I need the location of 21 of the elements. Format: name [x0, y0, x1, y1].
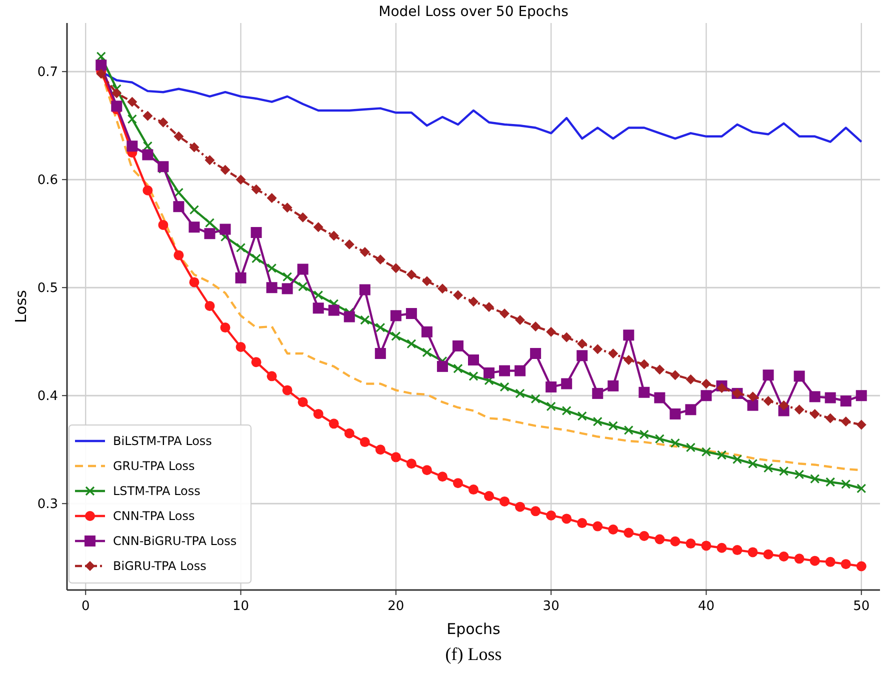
y-tick-label: 0.3 [37, 497, 58, 512]
legend-label: CNN-BiGRU-TPA Loss [113, 534, 237, 548]
y-axis-title: Loss [12, 290, 30, 323]
legend-label: GRU-TPA Loss [113, 459, 195, 474]
chart-title: Model Loss over 50 Epochs [378, 4, 568, 20]
legend-label: LSTM-TPA Loss [113, 484, 200, 498]
x-axis-title: Epochs [446, 620, 501, 638]
x-tick-label: 30 [542, 599, 560, 614]
y-tick-label: 0.5 [37, 281, 58, 296]
x-tick-label: 50 [853, 599, 870, 614]
text: (f) Loss [445, 644, 502, 664]
x-tick-label: 10 [232, 599, 250, 614]
y-tick-label: 0.7 [37, 65, 58, 80]
legend-label: BiLSTM-TPA Loss [113, 434, 212, 448]
y-tick-label: 0.4 [37, 389, 58, 404]
x-tick-label: 0 [81, 599, 90, 614]
x-tick-label: 40 [698, 599, 714, 614]
legend-label: BiGRU-TPA Loss [113, 559, 206, 574]
x-tick-label: 20 [388, 599, 404, 614]
y-tick-label: 0.6 [37, 173, 58, 188]
legend-label: CNN-TPA Loss [113, 509, 195, 524]
